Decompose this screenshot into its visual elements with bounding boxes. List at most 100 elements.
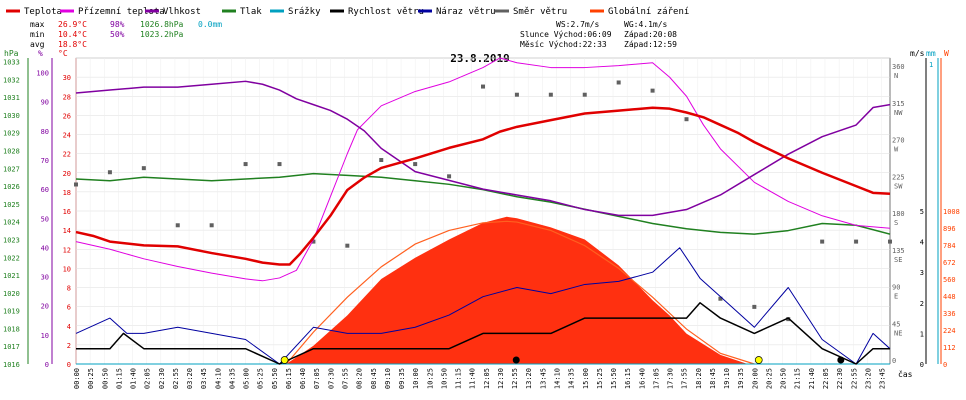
legend-label-3: Tlak: [240, 7, 262, 17]
tick-deg-4: 180: [892, 210, 905, 218]
tick-c-11: 8: [67, 285, 71, 293]
tick-w-2: 784: [943, 242, 956, 250]
tick-c-1: 28: [63, 93, 71, 101]
x-axis: 00:00 00:25 00:50 01:15 01:40 02:05 02:30 02:55…: [73, 368, 887, 389]
tick-x-10: 04:10: [214, 368, 222, 389]
tick-c-3: 24: [63, 132, 71, 140]
wind-dir-point-14: [548, 92, 553, 97]
tick-x-41: 17:05: [652, 368, 660, 389]
tick-x-13: 05:25: [257, 368, 265, 389]
tick-hpa-13: 1020: [3, 290, 20, 298]
tick-c-0: 30: [63, 74, 71, 82]
stats-max-press: 1026.8hPa: [140, 20, 184, 29]
tick-c-6: 18: [63, 189, 71, 197]
axis-mm-unit: mm: [926, 49, 936, 58]
tick-pct-1: 90: [41, 99, 49, 107]
legend-label-0: Teplota: [24, 7, 62, 17]
tick-x-46: 19:10: [723, 368, 731, 389]
wind-dir-point-11: [447, 174, 452, 179]
tick-hpa-1: 1032: [3, 76, 20, 84]
tick-x-14: 05:50: [271, 368, 279, 389]
tick-x-42: 17:30: [667, 368, 675, 389]
axis-ms-unit: m/s: [910, 49, 925, 58]
tick-w-4: 560: [943, 276, 956, 284]
stats-avg-label: avg: [30, 40, 45, 49]
tick-x-31: 12:55: [511, 368, 519, 389]
stats-min-hum: 50%: [110, 30, 125, 39]
tick-hpa-8: 1025: [3, 201, 20, 209]
stats-block: max 26.9°C 98% 1026.8hPa 0.0mm min 10.4°…: [30, 20, 222, 49]
legend-label-4: Srážky: [288, 7, 321, 17]
wind-dir-point-8: [345, 243, 350, 248]
tick-hpa-3: 1030: [3, 112, 20, 120]
tick-c-13: 4: [67, 323, 71, 331]
legend-label-6: Náraz větru: [436, 7, 496, 17]
ground-temp-line: [75, 57, 891, 282]
tick-w-3: 672: [943, 259, 956, 267]
info-moonset: Západ:12:59: [624, 40, 677, 49]
tick-w-8: 112: [943, 344, 956, 352]
tick-x-54: 22:30: [836, 368, 844, 389]
legend-label-8: Globální záření: [608, 7, 689, 17]
tick-c-9: 12: [63, 246, 71, 254]
stats-avg-temp: 18.8°C: [58, 40, 87, 49]
wind-dir-point-22: [820, 239, 825, 244]
tick-x-8: 03:20: [186, 368, 194, 389]
wind-dir-point-24: [888, 239, 892, 244]
tick-hpa-9: 1024: [3, 219, 20, 227]
tick-hpa-4: 1029: [3, 130, 20, 138]
stats-min-temp: 10.4°C: [58, 30, 87, 39]
tick-x-57: 23:45: [879, 368, 887, 389]
tick-x-56: 23:20: [864, 368, 872, 389]
tick-deg-1: 315: [892, 100, 905, 108]
wind-dir-point-1: [107, 170, 112, 175]
tick-x-53: 22:05: [822, 368, 830, 389]
wind-gust-line: [75, 247, 891, 365]
tick-dir-6: E: [894, 293, 898, 301]
tick-c-5: 20: [63, 170, 71, 178]
tick-x-3: 01:15: [115, 368, 123, 389]
tick-hpa-11: 1022: [3, 254, 20, 262]
tick-x-9: 03:45: [200, 368, 208, 389]
tick-deg-5: 135: [892, 247, 905, 255]
stats-max-temp: 26.9°C: [58, 20, 87, 29]
tick-w-1: 896: [943, 225, 956, 233]
wind-dir-point-7: [311, 239, 316, 244]
tick-x-18: 07:30: [327, 368, 335, 389]
tick-x-21: 08:45: [370, 368, 378, 389]
tick-w-7: 224: [943, 327, 956, 335]
tick-x-48: 20:00: [751, 368, 759, 389]
temperature-line: [75, 106, 891, 266]
tick-x-50: 20:50: [780, 368, 788, 389]
tick-hpa-15: 1018: [3, 325, 20, 333]
tick-pct-10: 0: [45, 361, 49, 369]
tick-hpa-0: 1033: [3, 59, 20, 67]
info-ws: WS:2.7m/s: [556, 20, 600, 29]
info-sunset: Západ:20:08: [624, 30, 677, 39]
tick-dir-4: S: [894, 219, 898, 227]
tick-x-12: 05:00: [243, 368, 251, 389]
tick-x-28: 11:40: [469, 368, 477, 389]
sunrise-marker: [280, 356, 289, 364]
tick-dir-3: SW: [894, 182, 903, 190]
info-moonrise: Měsíc Východ:22:33: [520, 40, 607, 49]
tick-c-12: 6: [67, 304, 71, 312]
tick-x-30: 12:30: [497, 368, 505, 389]
tick-x-34: 14:10: [553, 368, 561, 389]
tick-x-43: 17:55: [681, 368, 689, 389]
tick-c-15: 0: [67, 361, 71, 369]
tick-x-7: 02:55: [172, 368, 180, 389]
tick-x-55: 22:55: [850, 368, 858, 389]
tick-c-8: 14: [63, 227, 71, 235]
tick-mm-top: 1: [929, 61, 933, 69]
tick-c-2: 26: [63, 112, 71, 120]
tick-x-11: 04:35: [228, 368, 236, 389]
axis-x-unit: čas: [898, 369, 913, 379]
wind-dir-point-12: [481, 84, 485, 89]
tick-hpa-2: 1031: [3, 94, 20, 102]
wind-dir-point-4: [209, 223, 214, 228]
tick-x-49: 20:25: [765, 368, 773, 389]
tick-x-52: 21:40: [808, 368, 816, 389]
tick-deg-3: 225: [892, 173, 905, 181]
tick-x-35: 14:35: [568, 368, 576, 389]
